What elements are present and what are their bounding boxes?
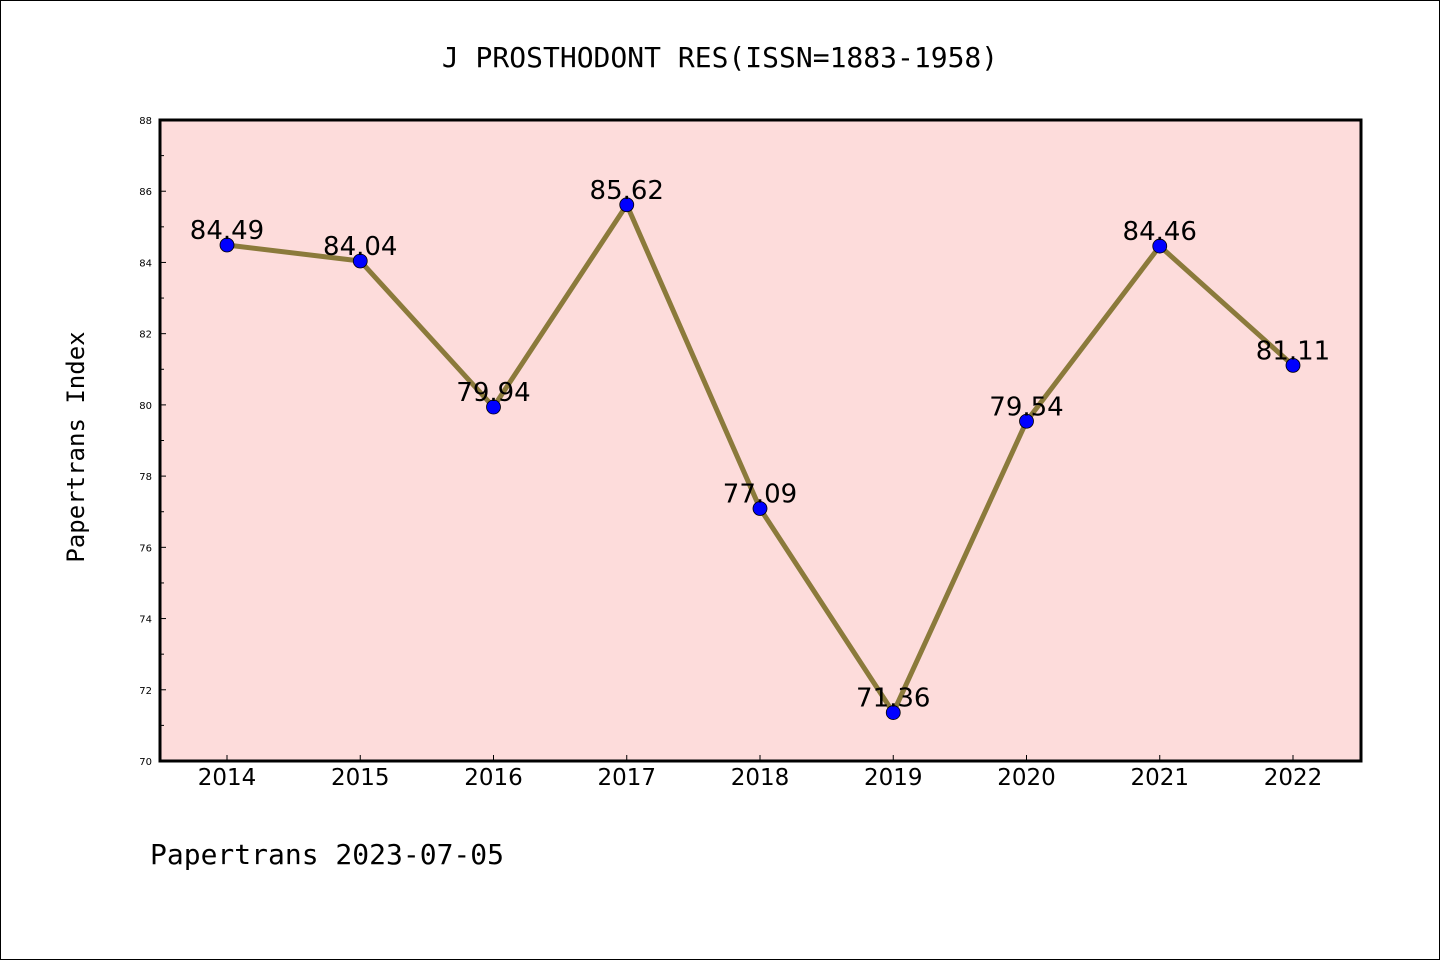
y-tick-label: 70 xyxy=(139,757,152,768)
x-tick-label: 2020 xyxy=(997,765,1056,791)
data-point-2018 xyxy=(752,501,768,516)
y-axis: 70 72 74 76 78 80 82 84 86 88 xyxy=(139,116,166,768)
data-point-2017 xyxy=(619,197,635,213)
data-label-2015: 84.04 xyxy=(323,232,397,262)
x-tick-label: 2014 xyxy=(198,765,257,791)
y-axis-label: Papertrans Index xyxy=(62,331,90,562)
chart-title: J PROSTHODONT RES(ISSN=1883-1958) xyxy=(442,41,998,74)
y-tick-label: 82 xyxy=(139,330,152,341)
x-tick-label: 2016 xyxy=(464,765,523,791)
y-tick-label: 84 xyxy=(139,258,152,269)
data-label-2018: 77.09 xyxy=(723,480,797,510)
x-tick-label: 2021 xyxy=(1130,765,1189,791)
data-label-2020: 79.54 xyxy=(989,392,1063,422)
data-label-2022: 81.11 xyxy=(1256,336,1330,366)
data-label-2021: 84.46 xyxy=(1123,217,1197,247)
data-label-2014: 84.49 xyxy=(190,216,264,246)
data-point-2019 xyxy=(885,705,901,720)
plot-border xyxy=(158,118,1363,763)
x-tick-label: 2015 xyxy=(331,765,390,791)
y-tick-label: 88 xyxy=(139,116,152,127)
x-axis: 2014 2015 2016 2017 2018 2019 2020 2021 2022 xyxy=(198,755,1323,791)
x-tick-label: 2022 xyxy=(1264,765,1323,791)
data-point-2015 xyxy=(352,253,368,269)
data-label-2016: 79.94 xyxy=(456,378,530,408)
y-tick-label: 72 xyxy=(139,686,152,697)
data-labels: 84.49 84.04 79.94 85.62 77.09 71.36 79.54 84.46… xyxy=(190,176,1330,714)
data-label-2019: 71.36 xyxy=(856,684,930,714)
x-tick-label: 2019 xyxy=(864,765,923,791)
data-point-2014 xyxy=(219,237,235,253)
y-tick-label: 76 xyxy=(139,543,152,554)
footer-watermark: Papertrans 2023-07-05 xyxy=(150,838,504,871)
data-markers xyxy=(219,197,1301,720)
data-point-2022 xyxy=(1285,357,1301,373)
x-tick-label: 2017 xyxy=(597,765,656,791)
data-point-2021 xyxy=(1152,238,1168,254)
x-tick-label: 2018 xyxy=(731,765,790,791)
y-tick-label: 74 xyxy=(139,615,152,626)
y-tick-label: 86 xyxy=(139,187,152,198)
data-point-2020 xyxy=(1019,413,1034,429)
data-point-2016 xyxy=(486,399,501,415)
y-tick-label: 78 xyxy=(139,472,152,483)
data-label-2017: 85.62 xyxy=(590,176,664,206)
plot-area xyxy=(160,120,1361,761)
y-tick-label: 80 xyxy=(139,401,152,412)
